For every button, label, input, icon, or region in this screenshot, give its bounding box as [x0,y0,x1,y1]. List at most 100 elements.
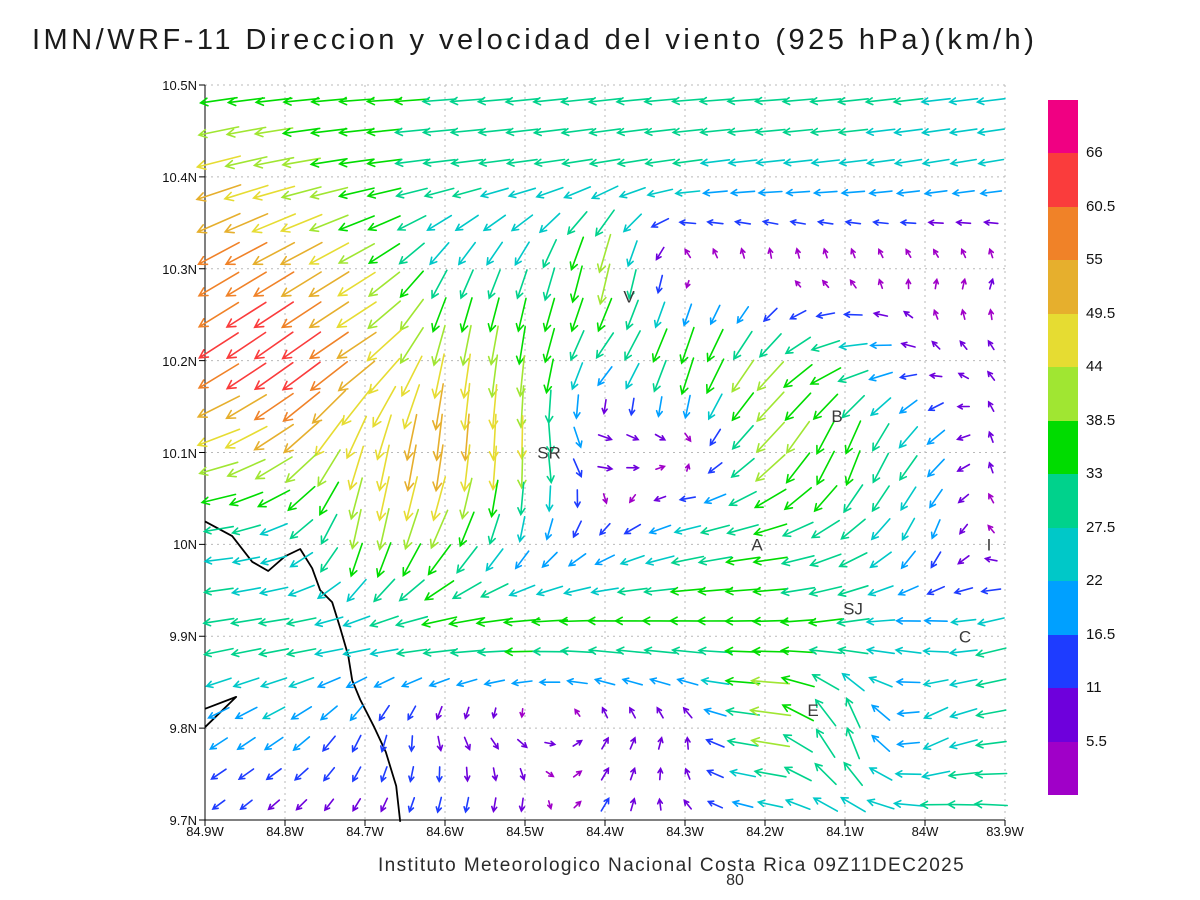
wind-arrow [643,646,677,655]
wind-arrow [868,767,893,781]
wind-arrow [234,706,258,720]
wind-arrow [871,734,891,752]
wind-arrow [816,219,834,226]
y-tick-label: 10.2N [162,353,197,369]
wind-arrow [261,706,286,720]
wind-arrow [865,617,896,626]
wind-arrow [280,301,322,329]
wind-arrow [487,513,501,546]
wind-arrow [432,413,443,462]
wind-arrow [287,584,315,597]
wind-arrow [258,586,289,596]
wind-arrow [486,241,503,266]
wind-arrow [895,189,921,197]
wind-arrow [336,301,377,329]
wind-arrow [674,189,701,197]
y-tick-label: 9.7N [169,813,197,828]
wind-arrow [815,312,836,319]
wind-arrow [423,187,455,199]
wind-arrow [514,241,530,267]
wind-arrow [988,247,994,259]
wind-arrow [337,271,376,297]
wind-arrow [464,766,471,783]
wind-arrow [316,581,341,600]
x-tick-label: 84.5W [506,824,544,839]
wind-arrow [196,428,241,448]
wind-arrow [282,96,320,106]
wind-arrow [988,277,995,290]
wind-arrow [650,217,670,228]
wind-arrow [322,766,336,782]
wind-arrow [514,550,530,570]
wind-arrow [223,184,269,202]
wind-arrow [587,97,622,106]
wind-arrow [956,403,970,410]
wind-arrow [732,330,753,361]
wind-arrow [232,677,260,689]
wind-arrow [546,420,555,455]
wind-arrow [597,263,611,306]
wind-arrow [226,458,266,478]
wind-arrow [308,301,350,329]
wind-arrow [367,243,401,265]
wind-arrow [308,271,350,298]
wind-arrow [229,617,262,627]
wind-arrow [225,362,267,390]
wind-arrow [703,707,727,717]
wind-arrow [281,127,321,137]
wind-arrow [519,767,526,782]
wind-arrow [458,511,475,548]
y-tick-label: 10.4N [162,169,197,185]
wind-arrow [572,770,583,778]
wind-arrow [683,799,692,810]
wind-arrow [616,587,648,596]
wind-arrow [336,331,377,360]
wind-arrow [289,519,314,540]
wind-arrow [868,189,893,197]
wind-arrow [758,333,782,358]
x-tick-label: 84.2W [746,824,784,839]
station-label: I [987,535,992,554]
wind-arrow [794,280,802,288]
wind-arrow [402,384,421,430]
colorbar-segment [1048,206,1078,261]
wind-arrow [463,706,470,720]
wind-arrow [643,127,676,137]
wind-arrow [487,297,500,333]
wind-arrow [488,479,499,519]
wind-arrow [346,578,367,603]
colorbar-label: 27.5 [1086,518,1116,536]
wind-arrow [516,385,527,429]
wind-arrow [948,128,978,136]
wind-arrow [398,242,425,265]
wind-arrow [252,241,296,266]
wind-arrow [958,523,969,535]
wind-arrow [757,188,783,197]
wind-arrow [349,508,362,551]
wind-arrow [282,391,321,423]
wind-arrow [959,340,968,350]
wind-arrow [224,241,268,266]
wind-arrow [953,587,974,595]
wind-arrow [616,158,648,167]
wind-arrow [348,477,363,521]
wind-arrow [574,708,581,717]
wind-arrow [736,306,750,324]
wind-arrow [404,444,417,493]
x-tick-label: 84W [911,824,939,839]
wind-arrow [502,617,541,627]
colorbar-segment [1048,474,1078,529]
wind-arrow [407,705,417,721]
wind-arrow [460,353,471,400]
wind-arrow [435,796,443,814]
wind-arrow [202,525,234,535]
wind-arrow [726,737,759,747]
wind-arrow [254,456,293,480]
wind-arrow [281,361,321,391]
wind-arrow [844,219,862,226]
wind-arrow [983,556,998,563]
wind-arrow [699,127,731,136]
wind-arrow [684,736,691,750]
wind-arrow [700,677,730,686]
wind-arrow [684,248,692,259]
